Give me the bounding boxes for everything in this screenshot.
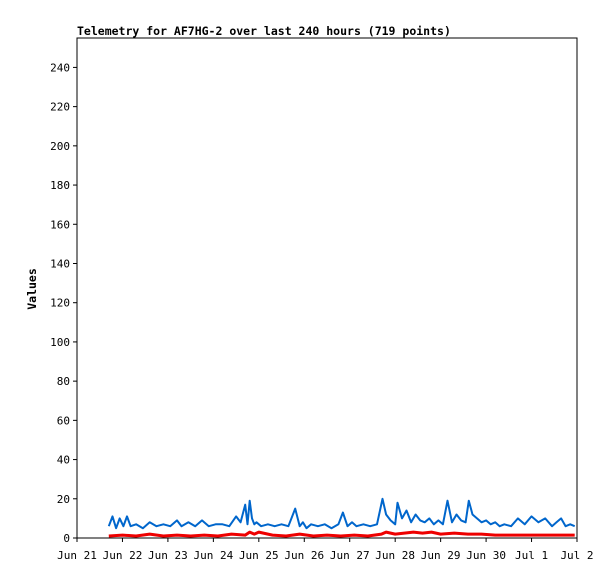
y-tick-label: 80 <box>57 375 70 388</box>
series-line-2 <box>108 530 575 538</box>
y-tick-label: 20 <box>57 493 70 506</box>
x-tick-label: Jun 29 <box>421 549 461 562</box>
y-axis: 0 20 40 60 80 100 120 140 160 180 200 220 240 <box>50 61 77 545</box>
chart-title: Telemetry for AF7HG-2 over last 240 hour… <box>77 24 451 38</box>
series-layer <box>107 497 576 538</box>
y-tick-label: 140 <box>50 257 70 270</box>
plot-area-frame <box>76 37 578 539</box>
x-tick-label: Jun 28 <box>375 549 415 562</box>
y-axis-label: Values <box>25 268 39 310</box>
x-axis: Jun 21 Jun 22 Jun 23 Jun 24 Jun 25 Jun 26 Jun … <box>57 538 594 562</box>
y-tick-label: 200 <box>50 140 70 153</box>
y-tick-label: 180 <box>50 179 70 192</box>
y-tick-label: 120 <box>50 297 70 310</box>
y-tick-label: 220 <box>50 101 70 114</box>
x-tick-label: Jun 27 <box>330 549 370 562</box>
x-tick-label: Jun 22 <box>103 549 143 562</box>
x-tick-label: Jun 23 <box>148 549 188 562</box>
x-tick-label: Jul 1 <box>515 549 548 562</box>
x-tick-label: Jun 21 <box>57 549 97 562</box>
y-tick-label: 0 <box>63 532 70 545</box>
x-tick-label: Jun 30 <box>466 549 506 562</box>
x-tick-label: Jun 25 <box>239 549 279 562</box>
x-tick-label: Jun 26 <box>284 549 324 562</box>
series-line-1 <box>107 497 576 530</box>
y-tick-label: 160 <box>50 218 70 231</box>
x-tick-label: Jun 24 <box>193 549 233 562</box>
y-tick-label: 240 <box>50 61 70 74</box>
y-tick-label: 60 <box>57 414 70 427</box>
x-tick-label: Jul 2 <box>560 549 593 562</box>
y-tick-label: 100 <box>50 336 70 349</box>
y-tick-label: 40 <box>57 454 70 467</box>
